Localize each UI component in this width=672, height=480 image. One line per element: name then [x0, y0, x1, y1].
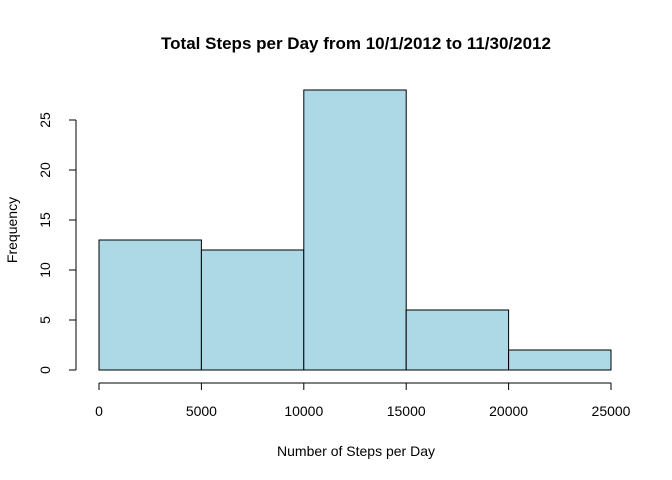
x-tick-label-5: 25000	[592, 403, 631, 419]
x-tick-label-1: 5000	[186, 403, 217, 419]
histogram-bar-3	[405, 309, 510, 371]
y-tick-label-4: 20	[37, 162, 53, 178]
x-tick-label-4: 20000	[489, 403, 528, 419]
y-axis: 0 5 10 15 20 25	[37, 112, 77, 374]
y-tick-label-5: 25	[37, 112, 53, 128]
y-tick-label-2: 10	[37, 262, 53, 278]
histogram-bar-1	[200, 249, 305, 371]
x-tick-label-0: 0	[95, 403, 103, 419]
x-tick-label-2: 10000	[284, 403, 323, 419]
x-tick-label-3: 15000	[387, 403, 426, 419]
histogram-bar-4	[508, 349, 612, 371]
bars-group	[98, 89, 612, 371]
x-axis: 0 5000 10000 15000 20000 25000	[95, 382, 631, 419]
y-tick-label-1: 5	[37, 316, 53, 324]
histogram-bar-0	[98, 239, 202, 371]
y-tick-label-0: 0	[37, 366, 53, 374]
x-axis-label: Number of Steps per Day	[277, 443, 435, 459]
chart-title: Total Steps per Day from 10/1/2012 to 11…	[161, 34, 551, 53]
histogram-bar-2	[303, 89, 407, 371]
y-axis-label: Frequency	[4, 197, 20, 263]
y-tick-label-3: 15	[37, 212, 53, 228]
